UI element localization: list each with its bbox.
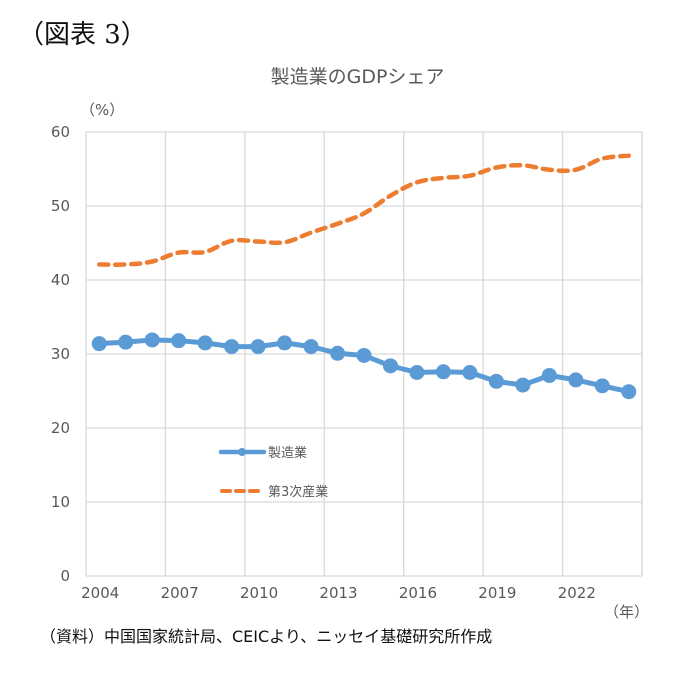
x-tick-label: 2019 [478, 584, 516, 602]
data-point-2011 [277, 335, 293, 351]
data-point-2016 [409, 365, 425, 380]
data-point-2007 [171, 333, 187, 349]
x-tick-label: 2004 [81, 584, 119, 602]
data-point-2004 [91, 336, 107, 352]
data-point-2024 [621, 384, 637, 400]
data-point-2022 [568, 372, 584, 388]
y-tick-label: 20 [51, 419, 70, 437]
legend-label-tertiary: 第3次産業 [268, 484, 328, 500]
data-point-2023 [594, 378, 610, 394]
x-tick-label: 2007 [161, 584, 199, 602]
x-tick-label: 2010 [240, 584, 278, 602]
series-manufacturing [91, 332, 637, 400]
y-axis-ticks: 0 10 20 30 40 50 60 [51, 123, 70, 585]
data-point-2010 [250, 339, 266, 355]
data-point-2006 [144, 332, 160, 348]
legend: 製造業 第3次産業 [218, 445, 328, 500]
data-point-2013 [330, 345, 346, 361]
y-axis-unit-label: （%） [80, 101, 125, 119]
data-point-2019 [488, 373, 504, 389]
series-tertiary [96, 153, 632, 267]
x-tick-label: 2022 [558, 584, 596, 602]
gridlines [85, 131, 643, 577]
legend-label-manufacturing: 製造業 [268, 445, 307, 461]
data-point-2014 [356, 347, 372, 363]
x-axis-ticks: 2004 2007 2010 2013 2016 2019 2022 [81, 584, 596, 602]
x-tick-label: 2013 [319, 584, 357, 602]
series-group [91, 153, 637, 400]
y-tick-label: 30 [51, 345, 70, 363]
data-point-2009 [224, 339, 240, 355]
y-tick-label: 50 [51, 197, 70, 215]
series-line-tertiary [96, 153, 632, 267]
legend-item-manufacturing: 製造業 [218, 445, 307, 461]
source-note: （資料）中国国家統計局、CEICより、ニッセイ基礎研究所作成 [40, 627, 493, 646]
data-point-2017 [435, 364, 451, 380]
legend-item-tertiary: 第3次産業 [220, 484, 328, 500]
legend-marker-manufacturing [238, 448, 246, 456]
x-axis-unit-label: （年） [604, 603, 650, 621]
data-point-2005 [118, 334, 134, 350]
data-point-2012 [303, 339, 319, 355]
chart-title: 製造業のGDPシェア [270, 66, 445, 88]
data-point-2021 [541, 367, 557, 383]
data-point-2008 [197, 335, 213, 351]
y-tick-label: 0 [60, 567, 70, 585]
figure-label: （図表 3） [18, 20, 147, 50]
x-tick-label: 2016 [399, 584, 437, 602]
data-point-2015 [382, 358, 398, 374]
data-point-2018 [462, 365, 478, 380]
y-tick-label: 10 [51, 493, 70, 511]
y-tick-label: 40 [51, 271, 70, 289]
y-tick-label: 60 [51, 123, 70, 141]
data-point-2020 [515, 377, 531, 393]
